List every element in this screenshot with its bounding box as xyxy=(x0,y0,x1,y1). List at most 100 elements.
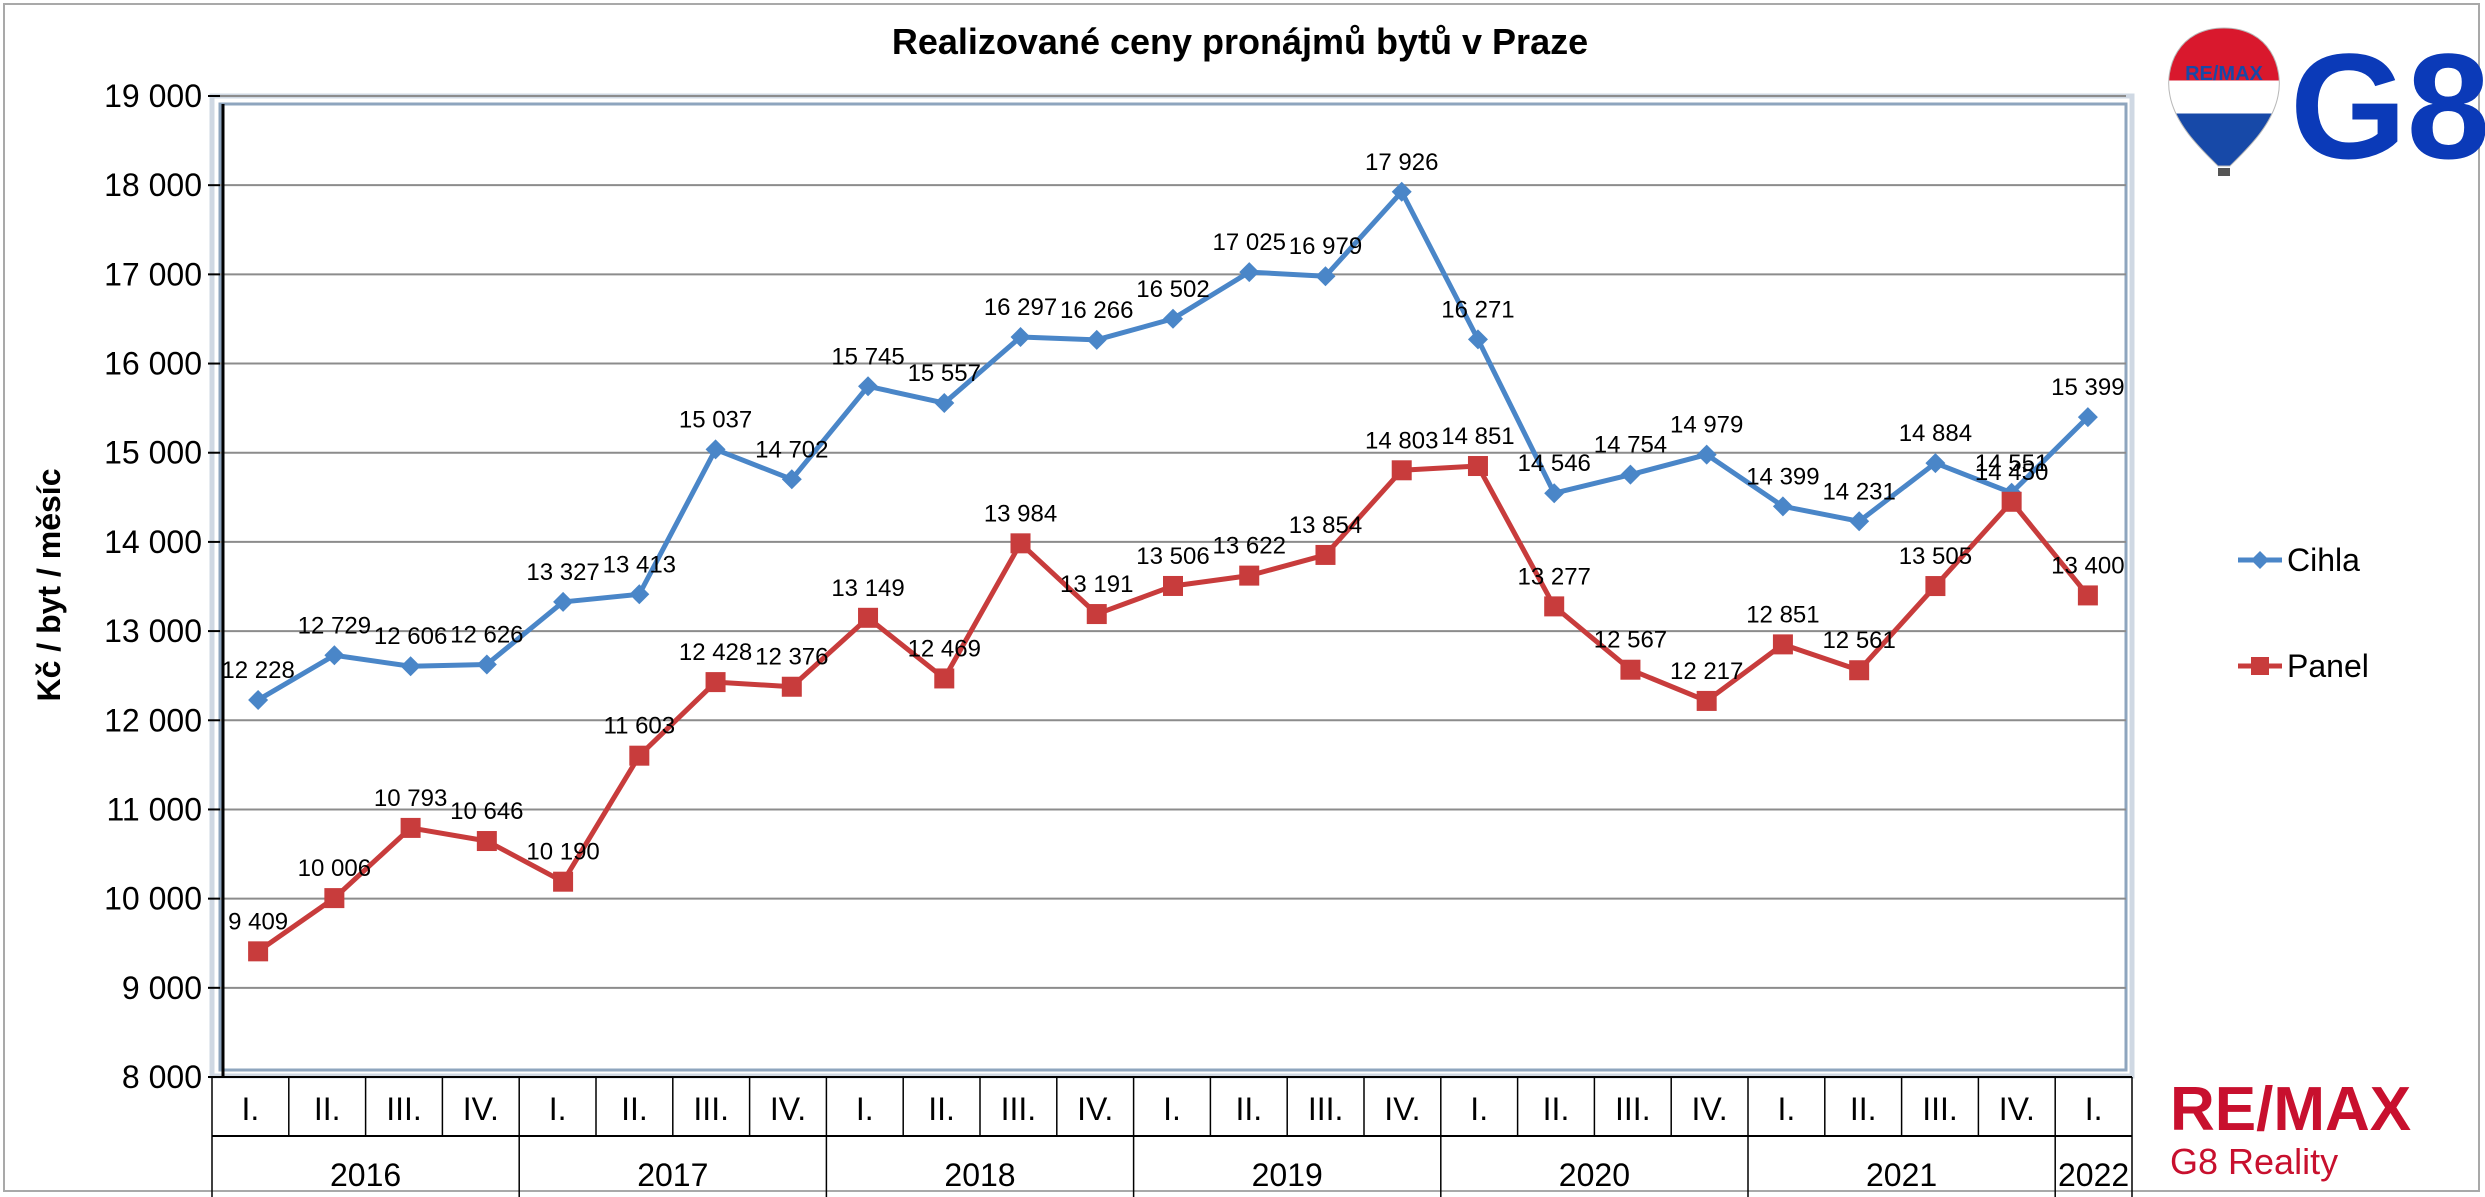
point-panel xyxy=(1620,659,1641,680)
y-tick-label: 17 000 xyxy=(104,256,202,292)
x-tick-label: III. xyxy=(386,1091,422,1127)
data-label-cihla: 12 606 xyxy=(374,623,447,650)
data-label-panel: 13 191 xyxy=(1060,571,1133,598)
x-tick-label: IV. xyxy=(1077,1091,1113,1127)
remax-subtitle: G8 Reality xyxy=(2170,1141,2338,1182)
data-label-panel: 13 506 xyxy=(1136,543,1209,570)
y-axis-label: Kč / byt / měsíc xyxy=(31,469,67,702)
data-label-cihla: 15 037 xyxy=(679,406,752,433)
year-label: 2021 xyxy=(1866,1157,1937,1193)
year-label: 2016 xyxy=(330,1157,401,1193)
data-label-panel: 14 450 xyxy=(1975,459,2048,486)
data-label-panel: 12 851 xyxy=(1746,601,1819,628)
data-label-cihla: 14 231 xyxy=(1822,478,1895,505)
y-tick-label: 8 000 xyxy=(122,1059,202,1095)
point-cihla xyxy=(1925,453,1946,474)
data-label-cihla: 13 413 xyxy=(603,551,676,578)
data-label-panel: 13 622 xyxy=(1213,533,1286,560)
point-panel xyxy=(1315,544,1336,565)
data-label-panel: 10 646 xyxy=(450,798,523,825)
balloon-text: RE/MAX xyxy=(2185,63,2263,85)
point-cihla xyxy=(1391,181,1412,202)
point-panel xyxy=(2077,585,2098,606)
x-tick-label: I. xyxy=(856,1091,874,1127)
point-panel xyxy=(1086,604,1107,625)
data-label-panel: 12 376 xyxy=(755,644,828,671)
series-line-panel xyxy=(256,463,2090,954)
data-label-cihla: 15 745 xyxy=(831,343,904,370)
year-label: 2017 xyxy=(637,1157,708,1193)
point-panel xyxy=(476,831,497,852)
point-cihla xyxy=(248,689,269,710)
data-label-cihla: 17 926 xyxy=(1365,149,1438,176)
x-tick-label: II. xyxy=(1850,1091,1877,1127)
point-panel xyxy=(934,668,955,689)
data-label-cihla: 14 546 xyxy=(1517,450,1590,477)
g8-logo: G8 xyxy=(2290,22,2485,190)
data-label-panel: 10 006 xyxy=(298,855,371,882)
point-panel xyxy=(1239,565,1260,586)
remax-balloon-logo: RE/MAX xyxy=(2168,27,2280,176)
data-label-panel: 14 851 xyxy=(1441,423,1514,450)
y-tick-label: 11 000 xyxy=(107,791,203,827)
point-cihla xyxy=(1544,483,1565,504)
point-panel xyxy=(1391,460,1412,481)
point-panel xyxy=(1925,576,1946,597)
x-tick-label: II. xyxy=(1543,1091,1570,1127)
point-cihla xyxy=(1696,444,1717,465)
year-label: 2020 xyxy=(1559,1157,1630,1193)
x-tick-label: IV. xyxy=(1384,1091,1420,1127)
data-label-panel: 12 428 xyxy=(679,639,752,666)
point-panel xyxy=(1467,456,1488,477)
point-panel xyxy=(2001,491,2022,512)
point-panel xyxy=(553,871,574,892)
data-label-panel: 9 409 xyxy=(228,908,288,935)
point-cihla xyxy=(400,656,421,677)
data-label-cihla: 15 399 xyxy=(2051,374,2124,401)
data-label-panel: 12 567 xyxy=(1594,627,1667,654)
point-cihla xyxy=(1620,464,1641,485)
point-cihla xyxy=(1163,308,1183,329)
point-cihla xyxy=(858,376,879,397)
data-label-cihla: 14 702 xyxy=(755,436,828,463)
point-cihla xyxy=(629,584,650,605)
point-panel xyxy=(400,817,421,838)
point-panel xyxy=(858,607,879,628)
point-panel xyxy=(1010,533,1031,554)
x-tick-label: I. xyxy=(242,1091,260,1127)
remax-wordmark: RE/MAX G8 Reality xyxy=(2170,1075,2411,1182)
x-tick-label: III. xyxy=(1001,1091,1037,1127)
point-cihla xyxy=(1467,329,1488,350)
y-tick-label: 9 000 xyxy=(122,970,202,1006)
point-cihla xyxy=(1239,262,1260,283)
y-tick-label: 16 000 xyxy=(104,346,202,382)
x-tick-label: IV. xyxy=(463,1091,499,1127)
x-tick-label: I. xyxy=(1470,1091,1488,1127)
data-label-cihla: 16 271 xyxy=(1441,296,1514,323)
x-tick-label: III. xyxy=(1308,1091,1344,1127)
point-panel xyxy=(1544,596,1565,617)
data-label-cihla: 16 979 xyxy=(1289,233,1362,260)
data-label-cihla: 14 754 xyxy=(1594,432,1667,459)
x-tick-label: II. xyxy=(1235,1091,1262,1127)
x-tick-label: IV. xyxy=(1692,1091,1728,1127)
x-tick-label: I. xyxy=(1778,1091,1796,1127)
data-label-cihla: 12 626 xyxy=(450,621,523,648)
data-label-cihla: 12 228 xyxy=(221,657,294,684)
chart-frame xyxy=(3,3,2480,1192)
legend-item-cihla: Cihla xyxy=(2238,542,2360,578)
data-label-cihla: 16 502 xyxy=(1136,276,1209,303)
point-cihla xyxy=(781,469,802,490)
point-panel xyxy=(629,745,650,766)
series-markers xyxy=(248,181,2098,962)
data-label-panel: 10 190 xyxy=(526,839,599,866)
year-label: 2018 xyxy=(944,1157,1015,1193)
y-tick-label: 19 000 xyxy=(104,78,202,114)
data-label-panel: 11 603 xyxy=(604,713,676,740)
data-label-panel: 13 505 xyxy=(1899,543,1972,570)
data-label-panel: 13 854 xyxy=(1289,512,1362,539)
data-label-cihla: 14 884 xyxy=(1899,420,1972,447)
data-label-cihla: 16 297 xyxy=(984,294,1057,321)
x-tick-label: I. xyxy=(549,1091,567,1127)
